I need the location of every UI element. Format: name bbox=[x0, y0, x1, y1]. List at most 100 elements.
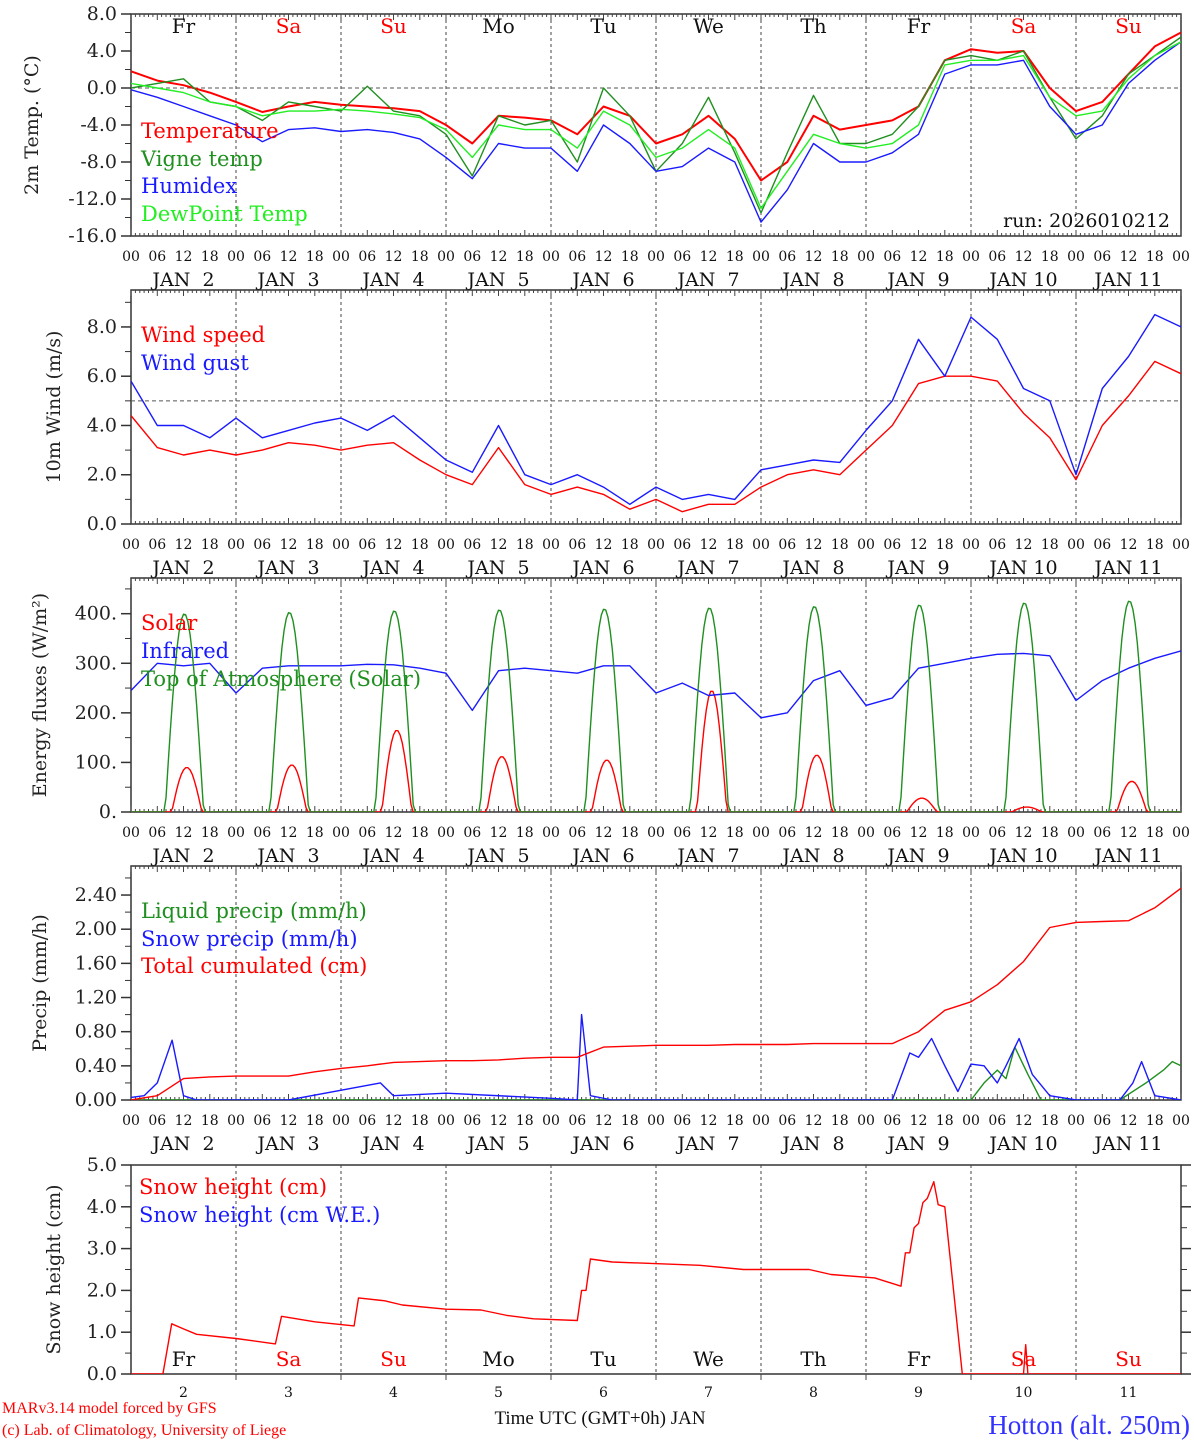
series-line-snow-height-cm- bbox=[131, 1181, 1181, 1374]
date-label: JAN 2 bbox=[150, 1133, 214, 1155]
hour-label: 00 bbox=[227, 249, 245, 265]
hour-label: 18 bbox=[1146, 825, 1164, 841]
hour-label: 18 bbox=[201, 1113, 219, 1129]
day-number-label: 5 bbox=[494, 1385, 503, 1401]
hour-label: 00 bbox=[752, 1113, 770, 1129]
hour-label: 12 bbox=[700, 1113, 718, 1129]
hour-label: 00 bbox=[962, 537, 980, 553]
hour-label: 18 bbox=[936, 825, 954, 841]
hour-label: 06 bbox=[778, 825, 796, 841]
hour-label: 18 bbox=[726, 537, 744, 553]
hour-label: 12 bbox=[175, 825, 193, 841]
hour-label: 18 bbox=[831, 249, 849, 265]
hour-label: 06 bbox=[568, 537, 586, 553]
hour-label: 12 bbox=[910, 249, 928, 265]
legend-label: Liquid precip (mm/h) bbox=[141, 899, 367, 923]
time-ticks bbox=[130, 14, 1182, 236]
hour-label: 06 bbox=[463, 537, 481, 553]
weekday-label: Sa bbox=[1011, 14, 1037, 38]
hour-label: 18 bbox=[306, 537, 324, 553]
series-line-total-cumulated-cm- bbox=[131, 887, 1181, 1100]
panel-3: 0.00 0.40 0.80 1.20 1.60 2.00 2.40 Precip (mm/h… bbox=[29, 865, 1190, 1155]
hour-label: 12 bbox=[175, 1113, 193, 1129]
legend-label: DewPoint Temp bbox=[141, 202, 308, 226]
y-tick-label: 1.0 bbox=[87, 1321, 117, 1343]
time-ticks bbox=[130, 578, 1182, 812]
hour-label: 06 bbox=[148, 537, 166, 553]
legend-label: Wind speed bbox=[141, 323, 265, 347]
hour-label: 12 bbox=[1120, 825, 1138, 841]
hour-label: 06 bbox=[988, 825, 1006, 841]
hour-label: 00 bbox=[857, 537, 875, 553]
y-axis-title: Energy fluxes (W/m²) bbox=[29, 593, 51, 797]
series-line-humidex bbox=[131, 41, 1181, 223]
hour-label: 12 bbox=[910, 825, 928, 841]
hour-label: 18 bbox=[936, 1113, 954, 1129]
hour-label: 12 bbox=[280, 825, 298, 841]
hour-label: 18 bbox=[201, 249, 219, 265]
hour-label: 12 bbox=[1120, 249, 1138, 265]
hour-label: 00 bbox=[437, 537, 455, 553]
hour-label: 00 bbox=[962, 1113, 980, 1129]
date-label: JAN 7 bbox=[675, 1133, 739, 1155]
hour-label: 12 bbox=[700, 537, 718, 553]
day-number-label: 2 bbox=[179, 1385, 188, 1401]
hour-label: 12 bbox=[805, 537, 823, 553]
hour-label: 00 bbox=[857, 825, 875, 841]
series-line-snow-precip-mm-h- bbox=[131, 1013, 1181, 1100]
hour-label: 12 bbox=[385, 249, 403, 265]
hour-label: 06 bbox=[988, 537, 1006, 553]
series-line-dewpoint-temp bbox=[131, 41, 1181, 209]
hour-label: 06 bbox=[253, 249, 271, 265]
hour-label: 18 bbox=[621, 537, 639, 553]
hour-label: 18 bbox=[621, 1113, 639, 1129]
date-label: JAN 3 bbox=[255, 1133, 319, 1155]
run-label: run: 2026010212 bbox=[1003, 210, 1170, 232]
date-label: JAN 5 bbox=[465, 845, 529, 867]
hour-label: 06 bbox=[253, 1113, 271, 1129]
day-number-label: 6 bbox=[599, 1385, 608, 1401]
y-tick-label: 4.0 bbox=[87, 40, 117, 62]
legend-label: Solar bbox=[141, 611, 198, 635]
hour-label: 18 bbox=[831, 825, 849, 841]
y-tick-label: 5.0 bbox=[87, 1154, 117, 1176]
hour-label: 12 bbox=[595, 537, 613, 553]
hour-label: 00 bbox=[122, 1113, 140, 1129]
hour-label: 12 bbox=[385, 1113, 403, 1129]
hour-label: 00 bbox=[1067, 537, 1085, 553]
hour-label: 18 bbox=[306, 1113, 324, 1129]
y-tick-label: 0.40 bbox=[75, 1055, 117, 1077]
hour-label: 12 bbox=[805, 1113, 823, 1129]
hour-label: 00 bbox=[332, 825, 350, 841]
weekday-label: Mo bbox=[482, 14, 515, 38]
hour-label: 00 bbox=[647, 825, 665, 841]
hour-label: 18 bbox=[516, 249, 534, 265]
hour-label: 18 bbox=[201, 537, 219, 553]
series-line-temperature bbox=[131, 31, 1181, 182]
legend-label: Infrared bbox=[141, 639, 229, 663]
date-label: JAN 9 bbox=[885, 269, 949, 291]
panel-0: -16.0 -12.0 -8.0 -4.0 0.0 4.0 8.0 2m Temp. (°C)… bbox=[21, 3, 1190, 291]
y-tick-label: 400. bbox=[75, 603, 117, 625]
hour-label: 18 bbox=[1041, 249, 1059, 265]
hour-label: 18 bbox=[1146, 537, 1164, 553]
y-tick-label: 200. bbox=[75, 702, 117, 724]
hour-label: 12 bbox=[175, 249, 193, 265]
hour-label: 06 bbox=[988, 1113, 1006, 1129]
station-name: Hotton (alt. 250m) bbox=[988, 1410, 1190, 1440]
series-line-top-of-atmosphere-solar- bbox=[131, 600, 1181, 812]
legend-label: Total cumulated (cm) bbox=[141, 954, 367, 978]
hour-label: 06 bbox=[1093, 825, 1111, 841]
hour-label: 06 bbox=[568, 249, 586, 265]
date-label: JAN 11 bbox=[1092, 845, 1162, 867]
date-label: JAN 11 bbox=[1092, 269, 1162, 291]
date-label: JAN 9 bbox=[885, 557, 949, 579]
y-tick-label: 2.00 bbox=[75, 918, 117, 940]
hour-label: 06 bbox=[988, 249, 1006, 265]
date-label: JAN 3 bbox=[255, 845, 319, 867]
y-tick-label: 1.60 bbox=[75, 952, 117, 974]
y-tick-label: 0.0 bbox=[87, 77, 117, 99]
hour-label: 00 bbox=[437, 1113, 455, 1129]
hour-label: 18 bbox=[516, 1113, 534, 1129]
